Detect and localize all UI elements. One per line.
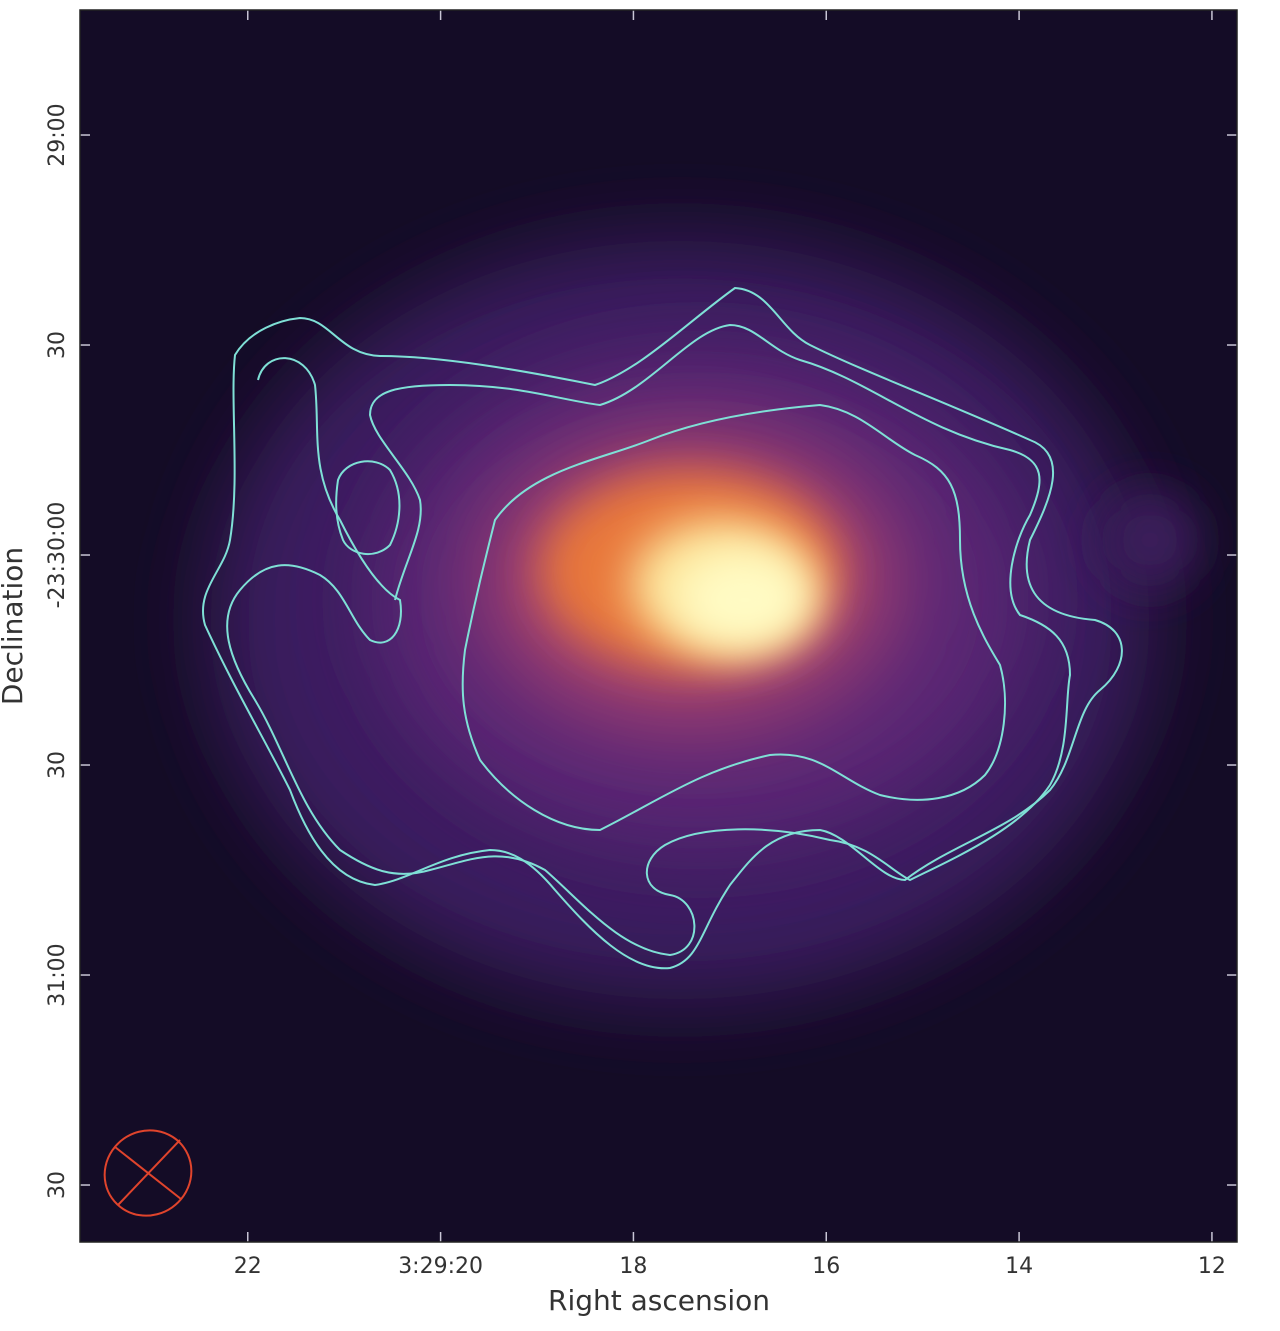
y-tick-label: 30 (45, 331, 70, 359)
beam (103, 1129, 193, 1217)
x-axis-title: Right ascension (548, 1284, 770, 1317)
x-tick-label: 3:29:20 (398, 1254, 483, 1279)
contour-hole (335, 460, 401, 555)
contour-inner (461, 403, 1006, 832)
y-tick-label: -23:30:00 (45, 502, 70, 609)
sky-image (80, 10, 1237, 1242)
y-axis-title: Declination (0, 547, 29, 705)
contour-middle (226, 323, 1072, 957)
y-tick-label: 29:00 (45, 103, 70, 166)
contour-outer (202, 286, 1123, 970)
frame (79, 9, 1238, 1243)
x-tick-label: 16 (812, 1254, 840, 1279)
x-tick-label: 18 (619, 1254, 647, 1279)
x-tick-label: 22 (234, 1254, 262, 1279)
x-tick-label: 14 (1005, 1254, 1033, 1279)
axes: 22 3:29:20 18 16 14 12 29:00 30 -23:30:00 30 31:00… (45, 10, 1237, 1279)
y-tick-label: 31:00 (45, 943, 70, 1006)
y-tick-label: 30 (45, 751, 70, 779)
x-tick-label: 12 (1198, 1254, 1226, 1279)
y-tick-label: 30 (45, 1171, 70, 1199)
